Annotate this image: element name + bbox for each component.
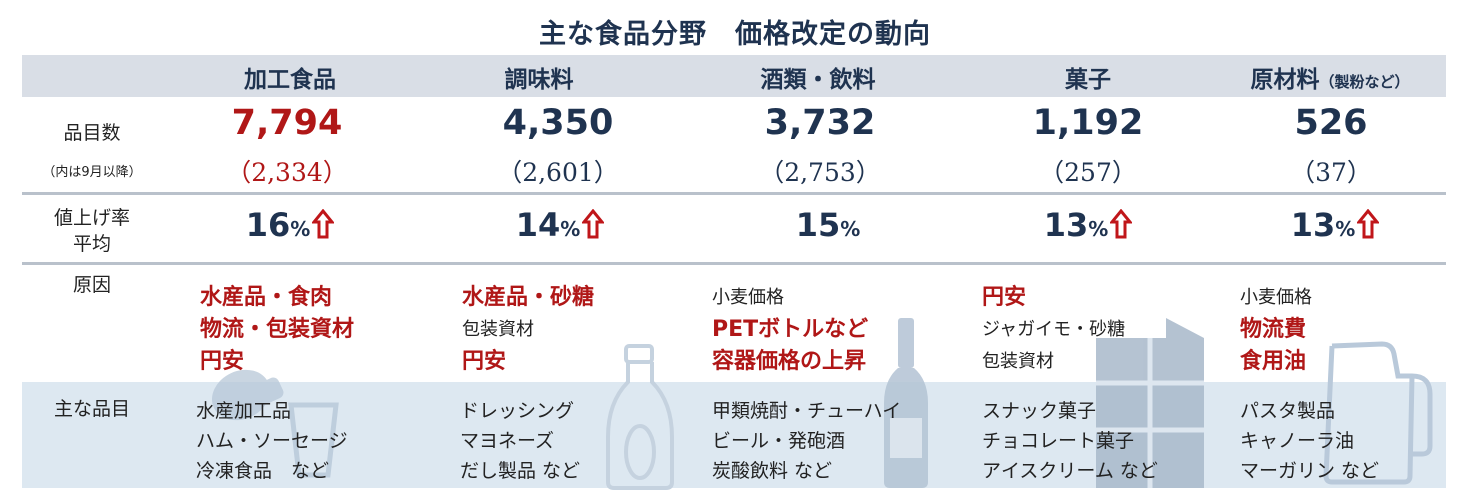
row-label-items: 主な品目 <box>53 398 130 420</box>
rate-value: 16% <box>160 206 420 244</box>
row-label-rate-1: 値上げ率 <box>53 207 130 229</box>
cause-list: 水産品・砂糖包装資材円安 <box>462 282 702 378</box>
up-arrow-icon <box>1357 209 1380 239</box>
list-item: アイスクリーム など <box>982 460 1158 482</box>
item-list: パスタ製品キャノーラ油マーガリン など <box>1240 396 1470 486</box>
header-seasonings: 調味料 <box>504 67 574 93</box>
cause-item: ジャガイモ・砂糖 <box>982 319 1126 340</box>
item-list: ドレッシング マヨネーズだし製品 など <box>460 396 700 486</box>
cause-list: 水産品・食肉 物流・包装資材 円安 <box>200 282 440 378</box>
count-after-sep: （2,334） <box>226 158 348 187</box>
list-item: 炭酸飲料 など <box>712 460 833 482</box>
row-divider <box>22 262 1446 265</box>
count-after-sep: （2,601） <box>497 158 619 187</box>
list-item: パスタ製品 <box>1240 400 1336 422</box>
cause-item: 包装資材 <box>982 351 1054 372</box>
list-item: だし製品 など <box>460 460 581 482</box>
cause-item: 円安 <box>982 285 1027 310</box>
cause-item: 水産品・砂糖 <box>462 285 595 310</box>
chocolate-bar-icon <box>1096 318 1216 488</box>
cause-list: 小麦価格 PETボトルなど 容器価格の上昇 <box>712 282 952 378</box>
list-item: マーガリン など <box>1240 460 1380 482</box>
can-bottle-icon <box>196 350 346 490</box>
count-after-sep: （2,753） <box>759 158 881 187</box>
list-item: ビール・発砲酒 <box>712 430 846 452</box>
item-list: スナック菓子チョコレート菓子アイスクリーム など <box>982 396 1222 486</box>
row-divider <box>22 192 1446 195</box>
cause-item: 容器価格の上昇 <box>712 349 867 374</box>
list-item: チョコレート菓子 <box>982 430 1135 452</box>
cause-item: 小麦価格 <box>712 287 784 308</box>
item-list: 水産加工品ハム・ソーセージ 冷凍食品 など <box>196 396 436 486</box>
header-raw-materials: 原材料（製粉など） <box>1250 67 1410 93</box>
list-item: 冷凍食品 など <box>196 460 330 482</box>
count-value: 1,192 <box>1032 103 1144 143</box>
page-title: 主な食品分野 価格改定の動向 <box>539 19 931 50</box>
cause-item: 水産品・食肉 <box>200 285 333 310</box>
count-value: 4,350 <box>502 103 614 143</box>
oil-bottle-icon <box>1312 336 1438 486</box>
cause-item: 小麦価格 <box>1240 287 1312 308</box>
count-after-sep: （37） <box>1290 158 1372 187</box>
count-value: 3,732 <box>764 103 876 143</box>
header-processed-food: 加工食品 <box>244 67 336 93</box>
cause-item: 円安 <box>200 349 245 374</box>
header-band <box>22 55 1446 97</box>
count-value: 526 <box>1294 103 1368 143</box>
row-label-cause: 原因 <box>72 274 111 296</box>
cause-item: 食用油 <box>1240 349 1307 374</box>
list-item: ドレッシング <box>460 400 575 422</box>
list-item: キャノーラ油 <box>1240 430 1355 452</box>
up-arrow-icon <box>312 209 335 239</box>
bottle-icon <box>600 342 680 492</box>
rate-value: 13% <box>1205 206 1465 244</box>
count-after-sep: （257） <box>1039 158 1137 187</box>
row-label-rate-2: 平均 <box>72 233 111 255</box>
list-item: マヨネーズ <box>460 430 555 452</box>
cause-item: 物流費 <box>1240 317 1307 342</box>
list-item: スナック菓子 <box>982 400 1097 422</box>
count-value: 7,794 <box>231 103 343 143</box>
cause-item: PETボトルなど <box>712 317 869 342</box>
wine-bottle-icon <box>878 318 934 490</box>
up-arrow-icon <box>1110 209 1133 239</box>
item-list: 甲類焼酎・チューハイ ビール・発砲酒 炭酸飲料 など <box>712 396 952 486</box>
row-label-count: 品目数 <box>63 122 121 144</box>
header-beverages: 酒類・飲料 <box>760 67 876 93</box>
cause-item: 円安 <box>462 349 507 374</box>
list-item: ハム・ソーセージ <box>196 430 348 452</box>
list-item: 甲類焼酎・チューハイ <box>712 400 902 422</box>
list-item: 水産加工品 <box>196 400 292 422</box>
cause-list: 円安ジャガイモ・砂糖 包装資材 <box>982 282 1222 378</box>
cause-item: 包装資材 <box>462 319 534 340</box>
row-label-count-sub: （内は9月以降） <box>42 165 142 180</box>
cause-item: 物流・包装資材 <box>200 317 355 342</box>
rate-value: 14% <box>430 206 690 244</box>
rate-value: 15% <box>795 206 861 244</box>
rate-value: 13% <box>958 206 1218 244</box>
cause-list: 小麦価格物流費食用油 <box>1240 282 1470 378</box>
up-arrow-icon <box>582 209 605 239</box>
header-confectionery: 菓子 <box>1065 67 1111 93</box>
